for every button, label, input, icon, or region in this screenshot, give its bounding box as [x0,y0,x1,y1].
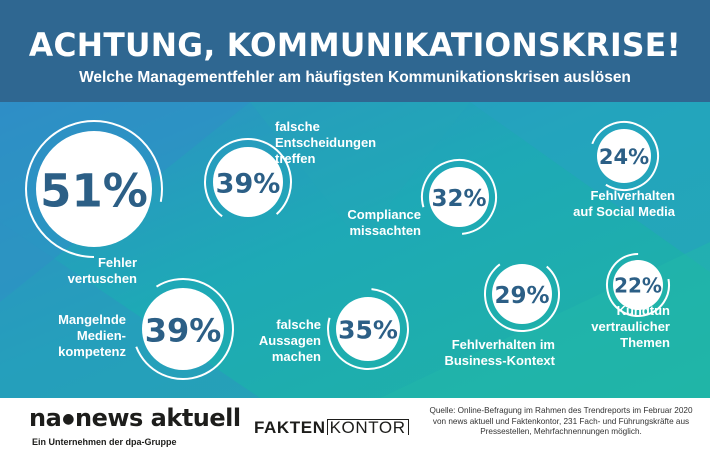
bubble-circle [336,297,400,361]
bubble-value: 29% [494,283,549,309]
bubble-label: Themen [620,335,670,350]
header-banner: ACHTUNG, KOMMUNIKATIONSKRISE! Welche Man… [0,0,710,102]
bubble-label: missachten [349,223,421,238]
bubble-infographic: 51%Fehlervertuschen39%falscheEntscheidun… [0,102,710,398]
news-aktuell-tagline: Ein Unternehmen der dpa-Gruppe [32,437,177,447]
bubble-label: Fehler [98,255,137,270]
bubble-label: Fehlverhalten im [452,337,555,352]
news-aktuell-logo: na●news aktuell [29,404,241,432]
bubble-label: treffen [275,151,316,166]
bubble-label: vertraulicher [591,319,670,334]
bubble-circle [492,264,552,324]
bubble-label: Compliance [347,207,421,222]
bubble-value: 39% [145,311,222,349]
bubble-value: 22% [614,274,662,298]
bubble-circle [213,147,283,217]
bubble-label: Kundtun [617,303,670,318]
bg-facet [250,102,470,242]
bubble-label: auf Social Media [573,204,676,219]
bubble-value: 51% [40,164,148,217]
bubble-label: Entscheidungen [275,135,376,150]
bubble-label: kompetenz [58,344,126,359]
bg-facet [470,102,710,272]
bubble-label: Mangelnde [58,312,126,327]
bubble-value: 35% [338,316,398,345]
bubble-ring [327,288,409,370]
bubble-label: vertuschen [68,271,137,286]
bubble-label: Aussagen [259,333,321,348]
bubble-ring [606,253,670,317]
bubble-ring [132,278,234,380]
bubble-value: 24% [599,145,649,169]
bubble-value: 39% [216,169,281,200]
bubble-value: 32% [431,186,486,212]
bubble-label: Fehlverhalten [590,188,675,203]
bubble-ring [204,138,292,226]
bubble-label: falsche [276,317,321,332]
page-title: ACHTUNG, KOMMUNIKATIONSKRISE! [28,26,682,64]
bubble-circle [613,260,663,310]
bubble-circle [597,129,651,183]
bubble-circle [429,167,489,227]
bubble-label: Business-Kontext [444,353,555,368]
bubble-label: Medien- [77,328,126,343]
bubble-label: falsche [275,119,320,134]
bubble-ring [421,159,498,235]
bubble-label: machen [272,349,321,364]
footer: na●news aktuell Ein Unternehmen der dpa-… [0,398,710,457]
bubble-ring [25,120,163,258]
page-subtitle: Welche Managementfehler am häufigsten Ko… [79,69,631,86]
bubble-circle [142,288,224,370]
faktenkontor-logo: FAKTEN KONTOR [254,418,409,437]
source-note: Quelle: Online-Befragung im Rahmen des T… [429,406,693,437]
bubble-circle [36,131,152,247]
